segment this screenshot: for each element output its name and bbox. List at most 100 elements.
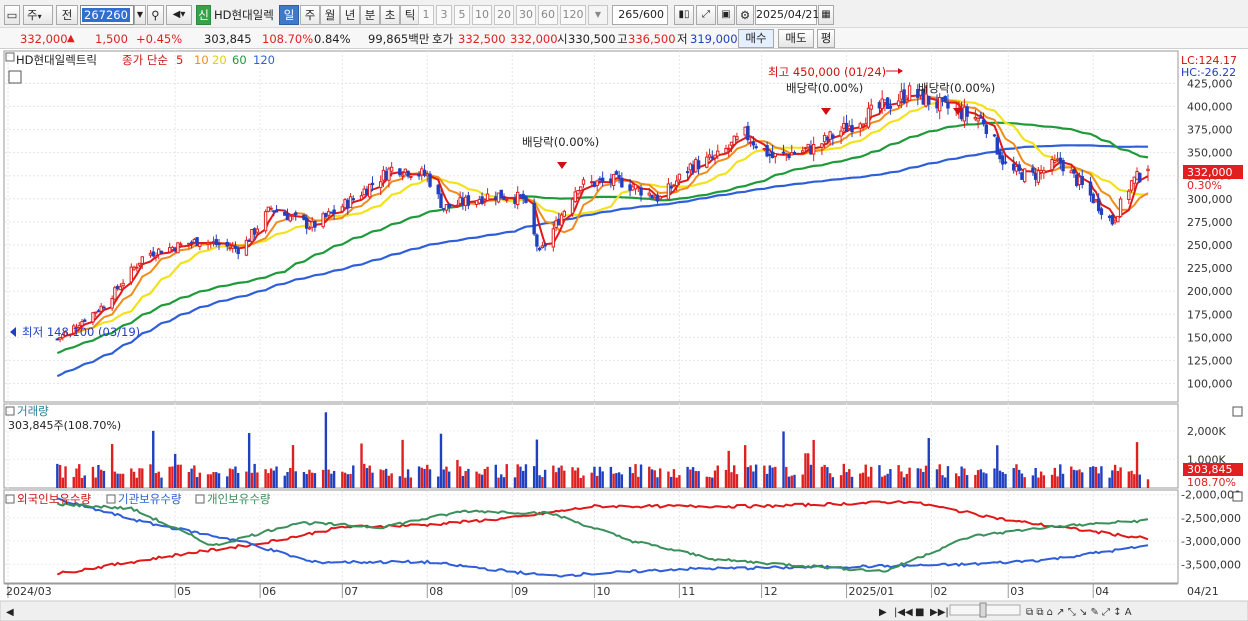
sell-button[interactable]: 매도: [778, 29, 814, 48]
volume-bar: [1146, 479, 1150, 488]
candle-body: [976, 118, 980, 122]
volume-bar: [206, 474, 210, 488]
candle-type-icon[interactable]: ▮▯: [674, 5, 694, 25]
volume-bar: [157, 471, 160, 488]
volume-bar: [75, 468, 78, 488]
candle-body: [1113, 219, 1117, 223]
search-icon[interactable]: ⚲: [147, 5, 164, 25]
candle-body: [513, 198, 517, 204]
period-day[interactable]: 일: [279, 5, 299, 25]
candle-body: [696, 160, 701, 170]
volume-bar: [176, 464, 180, 488]
candle-body: [398, 168, 402, 176]
interval-custom-input[interactable]: ▼: [588, 5, 608, 25]
candle-body: [540, 245, 545, 249]
market-select[interactable]: 주▾: [23, 5, 53, 25]
volume-bar: [574, 470, 577, 488]
period-year[interactable]: 년: [340, 5, 360, 25]
gear-icon[interactable]: ⚙: [736, 5, 754, 25]
period-tick[interactable]: 틱: [400, 5, 420, 25]
candle-body: [748, 141, 753, 144]
candle-body: [387, 168, 391, 181]
calendar-icon[interactable]: ▦: [818, 5, 834, 25]
candle-body: [770, 151, 775, 159]
interval-1[interactable]: 1: [418, 5, 434, 25]
period-minute[interactable]: 분: [360, 5, 380, 25]
zoom-slider-handle[interactable]: [979, 602, 987, 618]
chart-area[interactable]: 425,000400,000375,000350,000325,000300,0…: [0, 49, 1248, 621]
interval-120[interactable]: 120: [560, 5, 586, 25]
stock-chart[interactable]: 425,000400,000375,000350,000325,000300,0…: [0, 49, 1248, 621]
volume-bar: [1004, 473, 1007, 488]
candle-body: [99, 305, 103, 312]
volume-bar: [152, 430, 155, 488]
volume-bar: [880, 476, 884, 488]
candle-body: [617, 175, 621, 178]
prev-button[interactable]: 전: [56, 5, 78, 25]
candle-body: [159, 250, 164, 254]
candle-body: [110, 298, 114, 309]
interval-5[interactable]: 5: [454, 5, 470, 25]
eval-button[interactable]: 평: [817, 29, 835, 48]
volume-bar: [264, 469, 267, 488]
window-icon[interactable]: ▭: [4, 5, 20, 25]
interval-10[interactable]: 10: [472, 5, 492, 25]
volume-bar: [954, 473, 958, 488]
volume-bar: [705, 476, 708, 488]
candle-body: [288, 215, 292, 222]
candle-body: [532, 202, 536, 235]
volume-bar: [1133, 474, 1136, 488]
volume-bar: [198, 472, 202, 488]
candle-body: [674, 180, 679, 187]
volume-bar: [195, 477, 199, 488]
scrollbar-track[interactable]: [0, 600, 1248, 621]
volume-bar: [768, 465, 772, 488]
scroll-end-icon[interactable]: ▶▶|: [930, 607, 949, 618]
period-month[interactable]: 월: [320, 5, 340, 25]
volume-bar: [1070, 466, 1073, 488]
volume-bar: [861, 472, 865, 488]
candle-body: [828, 131, 832, 140]
volume-bar: [461, 475, 465, 488]
grid-toggle-icon[interactable]: [8, 70, 22, 84]
candle-body: [614, 171, 619, 175]
date-input[interactable]: 2025/04/21: [755, 5, 819, 25]
stock-code-input[interactable]: 267260: [80, 5, 134, 25]
interval-60[interactable]: 60: [538, 5, 558, 25]
candle-body: [1031, 167, 1035, 173]
save-icon[interactable]: ▣: [717, 5, 735, 25]
count-input[interactable]: 265/600: [612, 5, 668, 25]
volume-bar: [774, 466, 777, 488]
volume-bar: [406, 469, 410, 488]
holdings-panel-close-icon[interactable]: [1232, 491, 1243, 502]
crosshair-icon[interactable]: ⤢: [696, 5, 716, 25]
code-dropdown-icon[interactable]: ▼: [134, 5, 146, 25]
volume-bar: [812, 439, 815, 488]
volume-bar: [694, 471, 698, 488]
volume-bar: [80, 477, 84, 488]
candle-body: [348, 196, 353, 208]
candle-body: [1012, 163, 1016, 171]
volume-panel-close-icon[interactable]: [1232, 406, 1243, 417]
interval-3[interactable]: 3: [436, 5, 452, 25]
volume-bar: [637, 476, 640, 488]
scroll-right-icon[interactable]: ▶: [879, 607, 887, 618]
scroll-start-icon[interactable]: |◀◀: [894, 607, 913, 618]
period-week[interactable]: 주: [300, 5, 320, 25]
interval-30[interactable]: 30: [516, 5, 536, 25]
candle-body: [403, 168, 408, 173]
candle-body: [935, 101, 939, 109]
tool-icons[interactable]: ⧉ ⧉ ⌂ ↗ ⤡ ↘ ✎ ⤢ ↕ A: [1026, 607, 1132, 618]
candle-body: [685, 171, 690, 174]
stop-icon[interactable]: ■: [915, 607, 924, 618]
high-annotation: 최고 450,000 (01/24): [768, 65, 886, 79]
volume-bar: [908, 467, 911, 488]
speaker-icon[interactable]: ◀▾: [166, 5, 192, 25]
candle-body: [121, 282, 125, 287]
scroll-left-icon[interactable]: ◀: [6, 607, 14, 618]
buy-button[interactable]: 매수: [738, 29, 774, 48]
interval-20[interactable]: 20: [494, 5, 514, 25]
period-second[interactable]: 초: [380, 5, 400, 25]
candle-body: [655, 194, 660, 202]
candle-body: [294, 212, 298, 216]
